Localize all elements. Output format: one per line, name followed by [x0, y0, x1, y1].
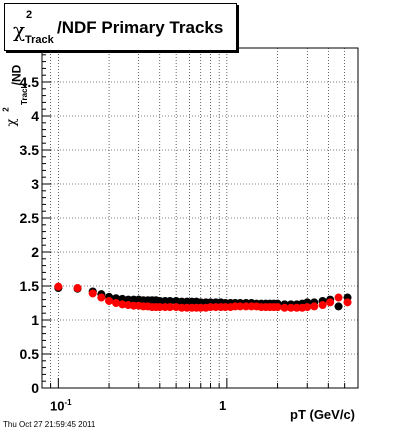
y-tick-label-6: 3: [31, 176, 39, 192]
y-tick-label-5: 2.5: [20, 210, 40, 226]
series-red-point-5: [112, 299, 121, 307]
series-red-point-4: [105, 296, 114, 305]
footer-timestamp: Thu Oct 27 21:59:45 2011: [3, 420, 96, 429]
series-red-point-47: [334, 293, 343, 302]
chart-title-symbol: χ: [13, 18, 26, 42]
y-tick-label-9: 4.5: [20, 74, 40, 90]
y-tick-label-1: 0.5: [20, 346, 40, 362]
y-tick-label-8: 4: [31, 108, 39, 124]
series-red-point-38: [273, 303, 282, 312]
y-tick-label-0: 0: [31, 380, 39, 396]
series-red-point-44: [310, 302, 319, 311]
chart-title-subscript: Track: [25, 34, 54, 46]
y-axis-label-text: /ND: [9, 64, 24, 86]
series-red-point-3: [97, 293, 106, 302]
chart-title-box: χ 2 Track /NDF Primary Tracks: [4, 3, 237, 51]
series-red-point-40: [286, 303, 295, 312]
y-axis-label-superscript: 2: [1, 107, 11, 112]
series-black-point-16: [166, 296, 175, 305]
y-axis-label: χ 2 Track /ND: [2, 60, 32, 160]
y-tick-label-3: 1.5: [20, 278, 40, 294]
series-red-point-6: [118, 300, 127, 309]
series-red-point-43: [303, 303, 312, 312]
series-red-point-2: [88, 289, 97, 298]
chart-series: [54, 282, 352, 312]
series-red-point-16: [166, 303, 175, 312]
series-red-point-30: [236, 302, 245, 311]
x-axis-label: pT (GeV/c): [290, 407, 356, 422]
series-red-point-46: [326, 298, 335, 307]
x-tick-label-1: 1: [219, 398, 226, 413]
series-red-point-45: [318, 301, 327, 310]
x-tick-label-0-base: 10: [50, 398, 65, 414]
series-red-point-39: [280, 303, 289, 312]
y-axis-label-symbol: χ: [4, 118, 20, 127]
x-tick-label-0-exp: -1: [64, 398, 72, 407]
x-tick-label-0: 10-1: [50, 398, 72, 413]
series-black-point-47: [334, 302, 343, 311]
series-red-point-48: [343, 298, 352, 307]
series-red-point-0: [54, 282, 63, 291]
chart-title-text: /NDF Primary Tracks: [57, 18, 224, 37]
series-red-point-1: [73, 284, 82, 293]
x-tick-label-1-base: 1: [219, 398, 227, 413]
y-tick-label-4: 2: [31, 244, 39, 260]
chart-axes: 0 0.5 1 1.5 2 2.5 3 3.5 4 4.5: [20, 47, 359, 396]
chart-title-superscript: 2: [26, 9, 33, 21]
y-tick-label-7: 3.5: [20, 142, 40, 158]
y-axis-label-subscript: Track: [19, 84, 29, 105]
y-tick-label-2: 1: [31, 312, 39, 328]
